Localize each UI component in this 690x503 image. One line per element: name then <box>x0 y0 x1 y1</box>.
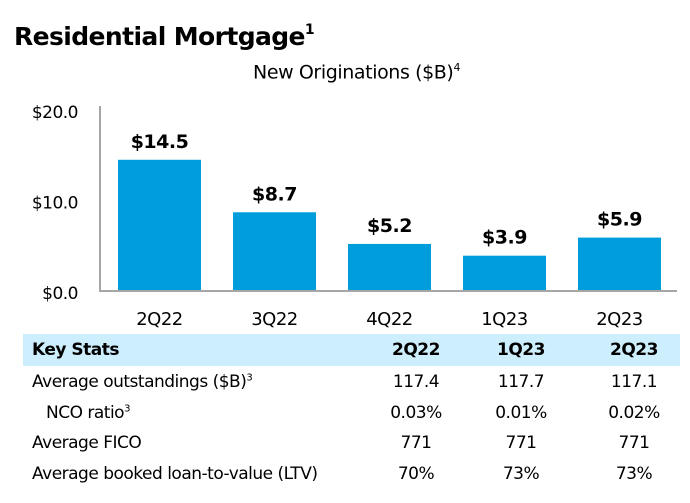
chart-title-text: New Originations ($B) <box>253 61 454 84</box>
y-tick-label: $0.0 <box>42 284 78 304</box>
y-axis-ticks: $0.0 $10.0 $20.0 <box>32 103 79 304</box>
table-row: Average booked loan-to-value (LTV) 70% 73%… <box>23 458 680 489</box>
cell-value: 117.4 <box>392 372 440 392</box>
cell-value: 0.02% <box>608 402 660 423</box>
bar-value-label: $5.2 <box>367 215 412 237</box>
cell-value: 0.01% <box>495 402 547 423</box>
row-label: Average outstandings ($B)3 <box>32 372 253 392</box>
bar-3q22 <box>233 212 316 291</box>
key-stats-body: Average outstandings ($B)3 117.4 117.7 117.… <box>23 366 680 488</box>
x-axis-labels: 2Q22 3Q22 4Q22 1Q23 2Q23 <box>136 309 643 330</box>
key-stats-header: Key Stats 2Q22 1Q23 2Q23 <box>23 334 680 366</box>
cell-value: 771 <box>505 433 537 453</box>
x-tick-label: 2Q22 <box>136 309 183 330</box>
cell-value: 0.03% <box>390 402 442 423</box>
bar-value-label: $8.7 <box>252 183 297 205</box>
bar-value-label: $3.9 <box>482 227 527 249</box>
row-label-text: Average FICO <box>32 433 142 453</box>
row-footnote: 3 <box>124 402 130 414</box>
bar-value-label: $14.5 <box>131 131 189 153</box>
column-header-1q23: 1Q23 <box>497 340 545 360</box>
row-label: Average FICO <box>32 433 142 453</box>
row-label: NCO ratio3 <box>46 403 130 423</box>
bar-4q22 <box>348 243 431 291</box>
x-tick-label: 4Q22 <box>366 309 413 330</box>
x-tick-label: 2Q23 <box>596 309 643 330</box>
bar-value-label: $5.9 <box>597 209 642 231</box>
originations-bar-chart: $0.0 $10.0 $20.0 $14.5 $8.7 $5.2 $3.9 $5.9 2Q2… <box>32 103 677 330</box>
cell-value: 117.7 <box>497 372 545 392</box>
page-title: Residential Mortgage1 <box>14 21 315 51</box>
column-header-2q22: 2Q22 <box>392 340 440 360</box>
column-header-2q23: 2Q23 <box>610 340 658 360</box>
table-row: NCO ratio3 0.03% 0.01% 0.02% <box>23 397 680 428</box>
key-stats-table: Key Stats 2Q22 1Q23 2Q23 Average outstan… <box>23 334 680 488</box>
key-stats-title: Key Stats <box>32 340 120 360</box>
cell-value: 70% <box>397 463 435 484</box>
bar-2q23 <box>578 237 661 291</box>
chart-axis <box>99 106 677 292</box>
bar-1q23 <box>463 255 546 291</box>
table-row: Average FICO 771 771 771 <box>23 427 680 458</box>
x-tick-label: 3Q22 <box>251 309 298 330</box>
value-labels: $14.5 $8.7 $5.2 $3.9 $5.9 <box>131 131 643 249</box>
y-tick-label: $10.0 <box>32 194 78 214</box>
cell-value: 73% <box>502 463 540 484</box>
row-label-text: NCO ratio <box>46 402 125 423</box>
bars <box>118 159 661 291</box>
title-footnote: 1 <box>304 21 315 38</box>
row-label: Average booked loan-to-value (LTV) <box>32 463 318 484</box>
title-text: Residential Mortgage <box>14 22 306 51</box>
cell-value: 771 <box>400 433 432 453</box>
cell-value: 117.1 <box>610 372 658 392</box>
cell-value: 73% <box>615 463 653 484</box>
chart-title: New Originations ($B)4 <box>253 61 460 83</box>
y-tick-label: $20.0 <box>32 103 78 123</box>
row-footnote: 3 <box>246 372 253 384</box>
x-tick-label: 1Q23 <box>481 309 528 330</box>
row-label-text: Average outstandings ($B) <box>32 372 247 392</box>
bar-2q22 <box>118 159 201 291</box>
cell-value: 771 <box>618 433 650 453</box>
table-row: Average outstandings ($B)3 117.4 117.7 117.… <box>23 366 680 397</box>
chart-title-footnote: 4 <box>453 61 461 74</box>
row-label-text: Average booked loan-to-value (LTV) <box>32 463 318 484</box>
